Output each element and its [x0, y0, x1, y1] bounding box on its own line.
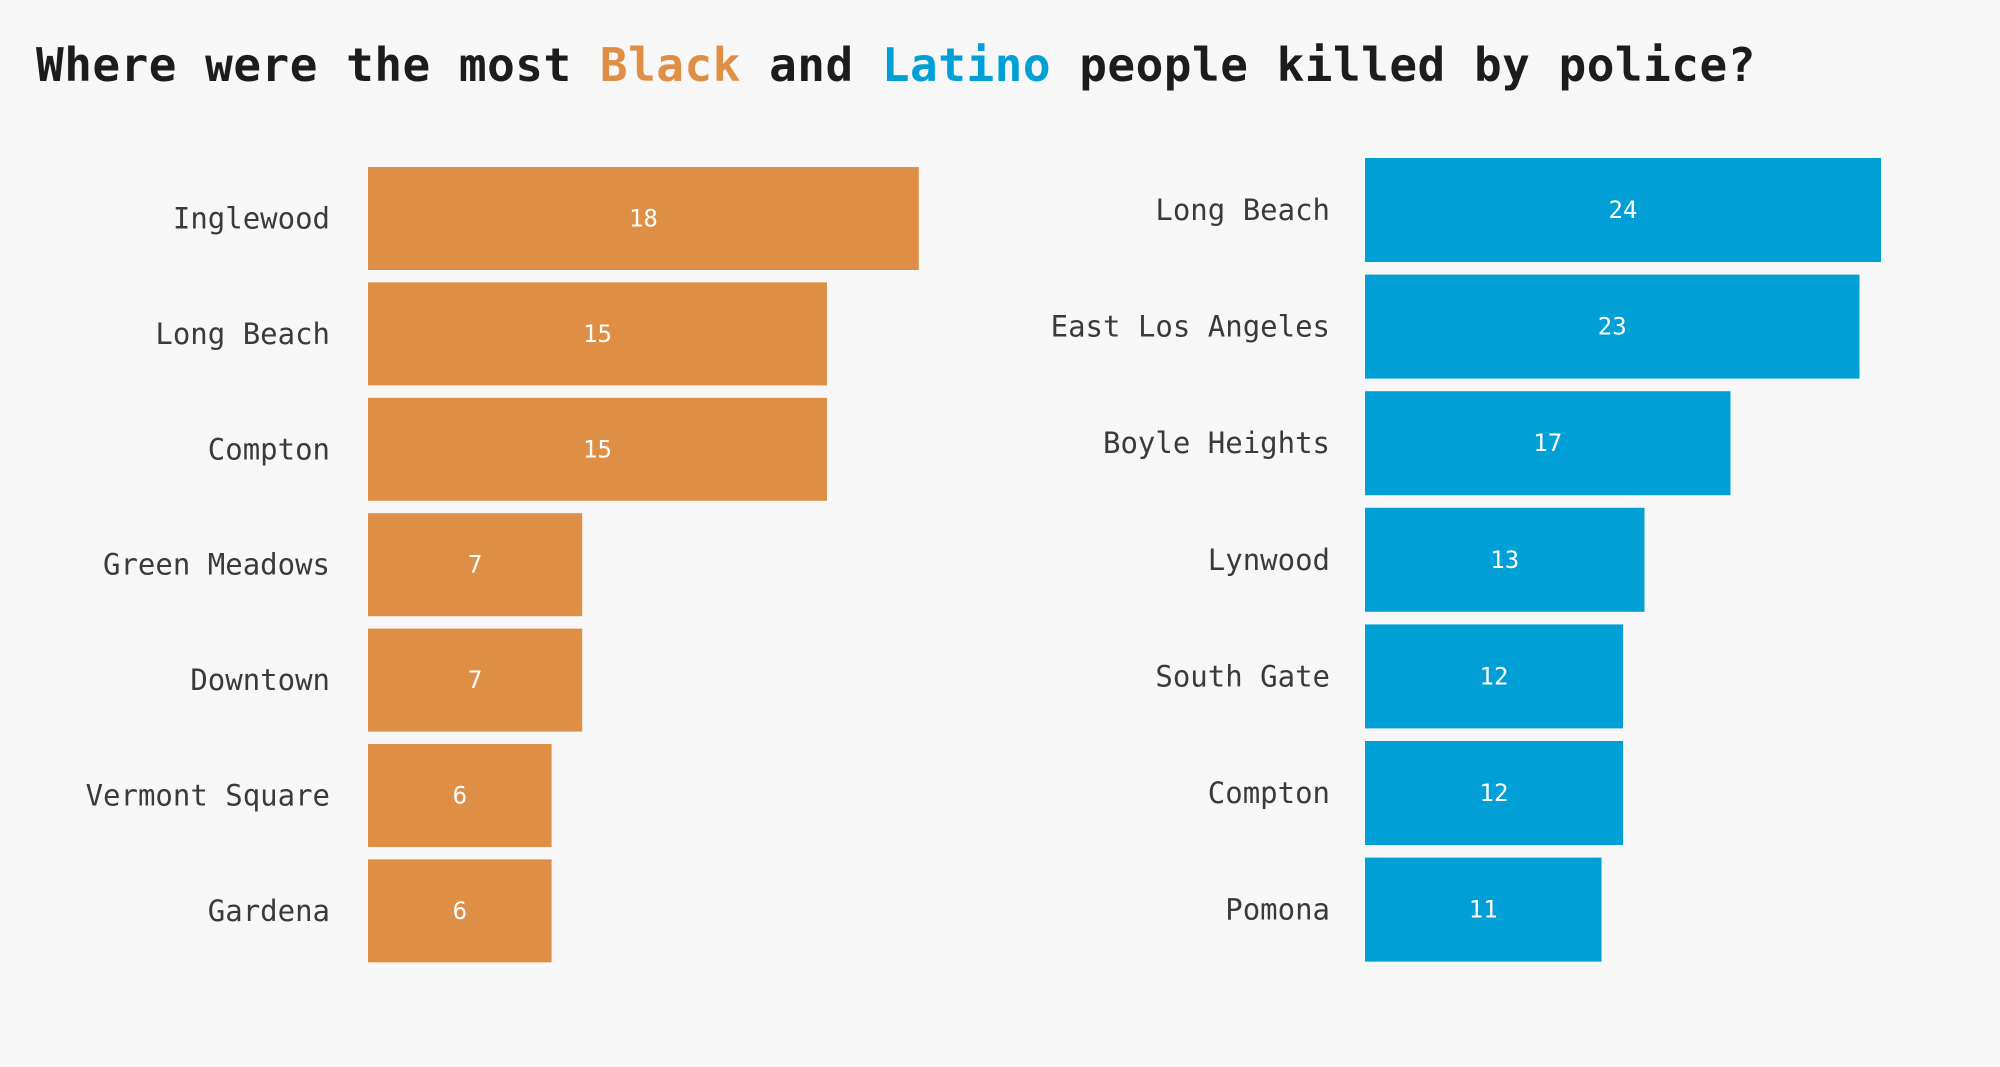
black-victims-bar-chart: Inglewood 18 Long Beach 15 Compton 15 Green Me…: [86, 167, 919, 963]
latino-bar-east-los-angeles: [1365, 274, 1860, 379]
latino-value-label-east-los-angeles: 23: [1598, 313, 1627, 341]
black-category-label-compton: Compton: [208, 432, 330, 466]
black-bar-gardena: [368, 859, 552, 963]
black-category-label-inglewood: Inglewood: [173, 202, 330, 236]
black-bar-long-beach: [368, 282, 827, 386]
latino-category-label-south-gate: South Gate: [1155, 659, 1330, 693]
latino-value-label-boyle-heights: 17: [1533, 429, 1562, 457]
latino-category-label-lynwood: Lynwood: [1208, 543, 1330, 577]
black-category-label-gardena: Gardena: [208, 894, 330, 928]
black-value-label-green-meadows: 7: [468, 551, 482, 579]
black-value-label-long-beach: 15: [583, 320, 612, 348]
title-part-1: Where were the most: [36, 38, 600, 92]
latino-category-label-east-los-angeles: East Los Angeles: [1051, 310, 1330, 344]
latino-value-label-pomona: 11: [1469, 896, 1498, 924]
black-value-label-gardena: 6: [453, 897, 467, 925]
latino-category-label-long-beach: Long Beach: [1155, 193, 1330, 227]
black-value-label-vermont-square: 6: [453, 782, 467, 810]
black-category-label-green-meadows: Green Meadows: [103, 548, 330, 582]
latino-value-label-lynwood: 13: [1490, 546, 1519, 574]
title-highlight-black: Black: [599, 38, 741, 92]
black-category-label-long-beach: Long Beach: [155, 317, 330, 351]
black-bar-downtown: [368, 628, 583, 732]
latino-bar-pomona: [1365, 857, 1602, 962]
latino-value-label-long-beach: 24: [1609, 196, 1638, 224]
latino-bar-compton: [1365, 741, 1623, 845]
black-bar-compton: [368, 397, 827, 501]
latino-bar-long-beach: [1365, 158, 1881, 262]
latino-value-label-compton: 12: [1480, 779, 1509, 807]
black-category-label-downtown: Downtown: [190, 663, 330, 697]
title-highlight-latino: Latino: [881, 38, 1052, 92]
black-bar-inglewood: [368, 167, 919, 270]
latino-category-label-compton: Compton: [1208, 776, 1330, 810]
black-bar-vermont-square: [368, 744, 552, 847]
title-part-3: people killed by police?: [1051, 38, 1756, 92]
latino-victims-bar-chart: Long Beach 24 East Los Angeles 23 Boyle Heig…: [1051, 158, 1881, 962]
chart-title: Where were the most Black and Latino peo…: [36, 38, 1756, 92]
black-bar-green-meadows: [368, 513, 583, 617]
black-category-label-vermont-square: Vermont Square: [86, 779, 330, 813]
latino-bar-boyle-heights: [1365, 391, 1731, 496]
latino-bar-lynwood: [1365, 507, 1645, 612]
title-part-2: and: [740, 38, 882, 92]
latino-category-label-pomona: Pomona: [1225, 893, 1330, 927]
latino-category-label-boyle-heights: Boyle Heights: [1103, 426, 1330, 460]
black-value-label-compton: 15: [583, 435, 612, 463]
latino-value-label-south-gate: 12: [1480, 662, 1509, 690]
black-value-label-inglewood: 18: [629, 205, 658, 233]
latino-bar-south-gate: [1365, 624, 1623, 729]
black-value-label-downtown: 7: [468, 666, 482, 694]
